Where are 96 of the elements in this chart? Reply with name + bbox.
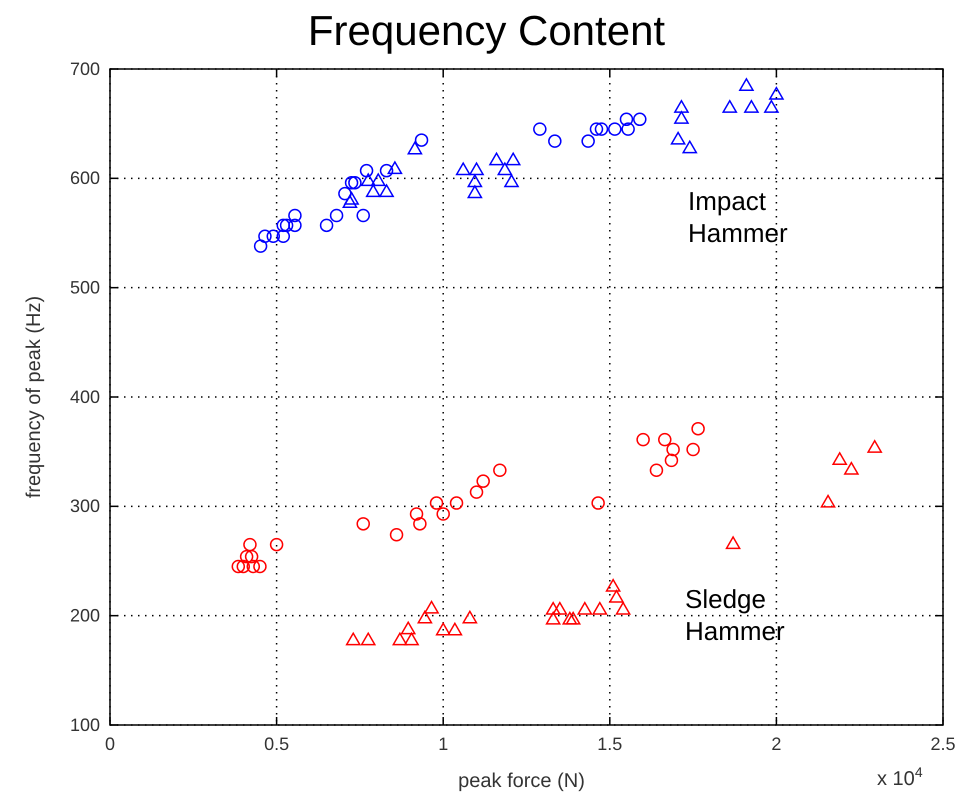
point [430,496,444,510]
point [418,610,432,624]
point [243,538,257,552]
x-tick-label: 1 [438,734,448,754]
point [360,632,376,646]
point [546,612,560,625]
point [548,134,562,148]
point [691,422,705,436]
x-tick-label: 2 [771,734,782,754]
point [606,578,620,592]
y-tick-label: 400 [70,386,100,407]
y-tick-label: 700 [70,58,100,79]
point [346,632,361,646]
point [276,230,290,244]
point [436,622,451,636]
point [470,485,484,499]
point [450,496,464,510]
point [832,452,848,465]
point [356,208,370,222]
point [344,176,358,190]
point [270,538,284,552]
x-tick-label: 1.5 [597,734,622,754]
y-axis-title: frequency of peak (Hz) [23,296,45,498]
point [592,602,608,615]
y-tick-label: 600 [70,168,100,188]
point [581,134,595,148]
point [288,218,302,232]
point [867,440,882,453]
x-axis-title: peak force (N) [458,770,585,792]
point [380,164,394,178]
point [591,496,605,510]
point [348,176,362,190]
point [338,186,352,200]
point [658,432,672,446]
point [424,600,439,614]
point [253,560,267,574]
point [620,112,634,126]
point [288,208,302,222]
point [280,218,294,232]
point [462,610,478,624]
annotation: Sledge Hammer [685,584,786,646]
point [276,218,290,232]
point [820,494,836,508]
point [686,442,700,456]
point [533,122,547,136]
point [666,442,680,456]
point [493,464,507,478]
point [410,507,424,521]
point [566,612,580,625]
point [633,112,647,126]
point [577,602,592,615]
point [258,230,272,244]
point [726,536,740,550]
point [392,632,408,646]
x-tick-label: 0 [104,734,116,754]
text: x 10$^{4}$ [877,764,923,790]
point [594,122,608,136]
point [844,462,859,475]
point [414,133,428,147]
point [244,550,258,564]
x-tick-label: 2.5 [930,734,956,754]
point [236,560,250,574]
point [254,239,268,253]
point [436,507,450,521]
point [590,122,604,136]
x-tick-label: 0.5 [264,734,290,754]
point [413,517,427,531]
point [608,122,622,136]
point [356,517,370,531]
point [240,550,254,564]
point [621,122,635,136]
point [636,432,650,446]
point [246,560,260,574]
chart-title: Frequency Content [308,7,666,54]
point [404,632,419,646]
y-tick-label: 100 [70,714,100,735]
annotation: Impact Hammer [688,186,788,248]
point [609,590,624,603]
point [664,454,678,468]
point [650,464,664,478]
point [616,602,630,615]
y-tick-label: 300 [70,496,100,516]
point [476,474,490,488]
point [360,164,374,178]
point [390,528,404,542]
y-tick-label: 500 [70,277,100,298]
point [330,208,344,222]
point [562,612,578,625]
point [400,622,416,634]
point [266,230,280,244]
point [546,602,560,615]
point [232,560,246,574]
point [320,218,334,232]
y-tick-label: 200 [70,605,100,626]
point [552,602,568,615]
point [448,622,462,636]
